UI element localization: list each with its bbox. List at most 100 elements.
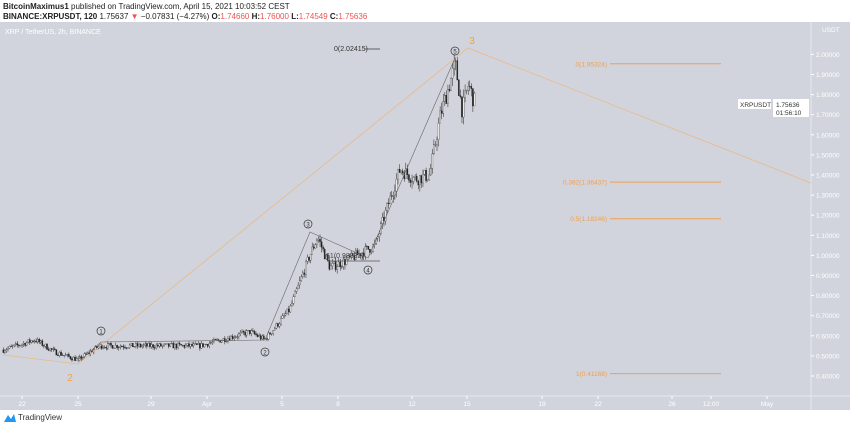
- candle-body: [472, 88, 474, 107]
- candle-body: [465, 90, 468, 92]
- candle-body: [202, 343, 204, 347]
- candle-body: [41, 340, 44, 346]
- price-label: 1.70000: [816, 112, 840, 119]
- candle-body: [96, 346, 98, 349]
- time-axis[interactable]: 22 25 29 Apr 5 8 12 15 19 22 26 12:00 May: [18, 396, 774, 408]
- open-label: O:: [211, 12, 221, 21]
- candle-body: [392, 195, 395, 197]
- candle-body: [334, 261, 337, 270]
- elliott-trend-line: [2, 47, 812, 365]
- candle-body: [458, 79, 460, 96]
- candle-body: [40, 340, 42, 343]
- candle-body: [313, 246, 315, 249]
- chart-area[interactable]: [0, 22, 850, 410]
- candle-body: [236, 336, 239, 338]
- candle-body: [44, 343, 47, 347]
- candle-body: [113, 347, 115, 349]
- candle-body: [71, 358, 73, 361]
- candle-body: [306, 257, 309, 262]
- candle-body: [157, 344, 159, 347]
- candle-body: [54, 348, 56, 350]
- candle-body: [118, 347, 120, 349]
- candle-body: [189, 344, 192, 347]
- price-axis[interactable]: USDT 2.00000 1.90000 1.80000 1.70000 1.60000 1…: [811, 27, 840, 381]
- candle-body: [35, 340, 37, 343]
- candle-body: [199, 343, 201, 349]
- candle-body: [38, 339, 40, 343]
- candle-body: [169, 343, 171, 347]
- candle-body: [29, 339, 31, 343]
- candle-body: [235, 336, 237, 338]
- candle-body: [79, 356, 81, 359]
- svg-text:2: 2: [263, 351, 267, 357]
- candle-body: [130, 342, 132, 346]
- ticker: BINANCE:XRPUSDT, 120: [3, 12, 98, 21]
- candles: [2, 54, 476, 362]
- candle-body: [16, 343, 19, 346]
- fib-top-label: 0(2.02415): [334, 46, 368, 53]
- candle-body: [274, 328, 276, 331]
- candle-body: [200, 343, 203, 349]
- candle-body: [434, 144, 437, 146]
- candle-body: [132, 342, 134, 348]
- close-label: C:: [329, 12, 339, 21]
- candle-body: [341, 266, 343, 268]
- candle-body: [32, 340, 34, 342]
- candle-body: [261, 335, 264, 340]
- candle-body: [425, 170, 427, 181]
- candle-body: [469, 86, 471, 88]
- candle-body: [116, 345, 118, 349]
- candle-body: [150, 344, 153, 347]
- candle-body: [386, 203, 388, 211]
- candle-body: [146, 343, 148, 347]
- candle-body: [180, 344, 182, 346]
- candle-body: [353, 255, 356, 260]
- chart-canvas[interactable]: USDT 2.00000 1.90000 1.80000 1.70000 1.60000 1…: [0, 0, 850, 410]
- candle-body: [72, 357, 75, 361]
- candle-body: [295, 288, 298, 292]
- candle-body: [242, 330, 245, 333]
- candle-body: [64, 354, 67, 356]
- brand-label: TradingView: [18, 413, 63, 422]
- candle-body: [122, 346, 125, 348]
- candle-body: [19, 345, 22, 347]
- candle-body: [348, 255, 351, 258]
- price-label: 0.80000: [816, 293, 840, 300]
- candle-body: [464, 90, 466, 98]
- candle-body: [428, 174, 430, 180]
- candle-body: [286, 308, 288, 314]
- candle-body: [158, 343, 161, 347]
- candle-body: [347, 255, 349, 260]
- price-label: 0.90000: [816, 273, 840, 280]
- time-label: 26: [668, 401, 676, 408]
- tradingview-brand[interactable]: TradingView: [4, 413, 62, 422]
- candle-body: [119, 346, 122, 348]
- publish-info: BitcoinMaximus1 published on TradingView…: [3, 2, 290, 11]
- candle-body: [391, 195, 393, 197]
- candle-body: [406, 168, 409, 175]
- candle-body: [139, 344, 142, 347]
- candle-body: [367, 246, 370, 250]
- fib-mid-label: 61(0.98832): [326, 253, 364, 260]
- candle-body: [74, 357, 76, 361]
- candle-body: [214, 339, 217, 341]
- svg-text:3: 3: [306, 223, 310, 229]
- candle-body: [220, 340, 223, 343]
- fib-retracement[interactable]: 0(1.95324) 0.382(1.36437) 0.5(1.18246) 1(0.…: [563, 61, 721, 378]
- price-axis-unit: USDT: [822, 27, 840, 34]
- author[interactable]: BitcoinMaximus1: [3, 2, 69, 11]
- candle-body: [297, 284, 299, 290]
- candle-body: [419, 175, 421, 186]
- candle-body: [75, 358, 78, 361]
- candle-body: [333, 261, 335, 264]
- candle-body: [317, 239, 320, 241]
- candle-body: [206, 344, 209, 347]
- candle-body: [68, 354, 70, 357]
- candle-body: [205, 344, 207, 346]
- ohlc-bar: BINANCE:XRPUSDT, 120 1.75637 ▼ −0.07831 …: [3, 12, 367, 21]
- candle-body: [15, 343, 17, 345]
- candle-body: [163, 343, 165, 346]
- candle-body: [288, 308, 290, 313]
- time-label: 15: [463, 401, 471, 408]
- candle-body: [342, 259, 345, 267]
